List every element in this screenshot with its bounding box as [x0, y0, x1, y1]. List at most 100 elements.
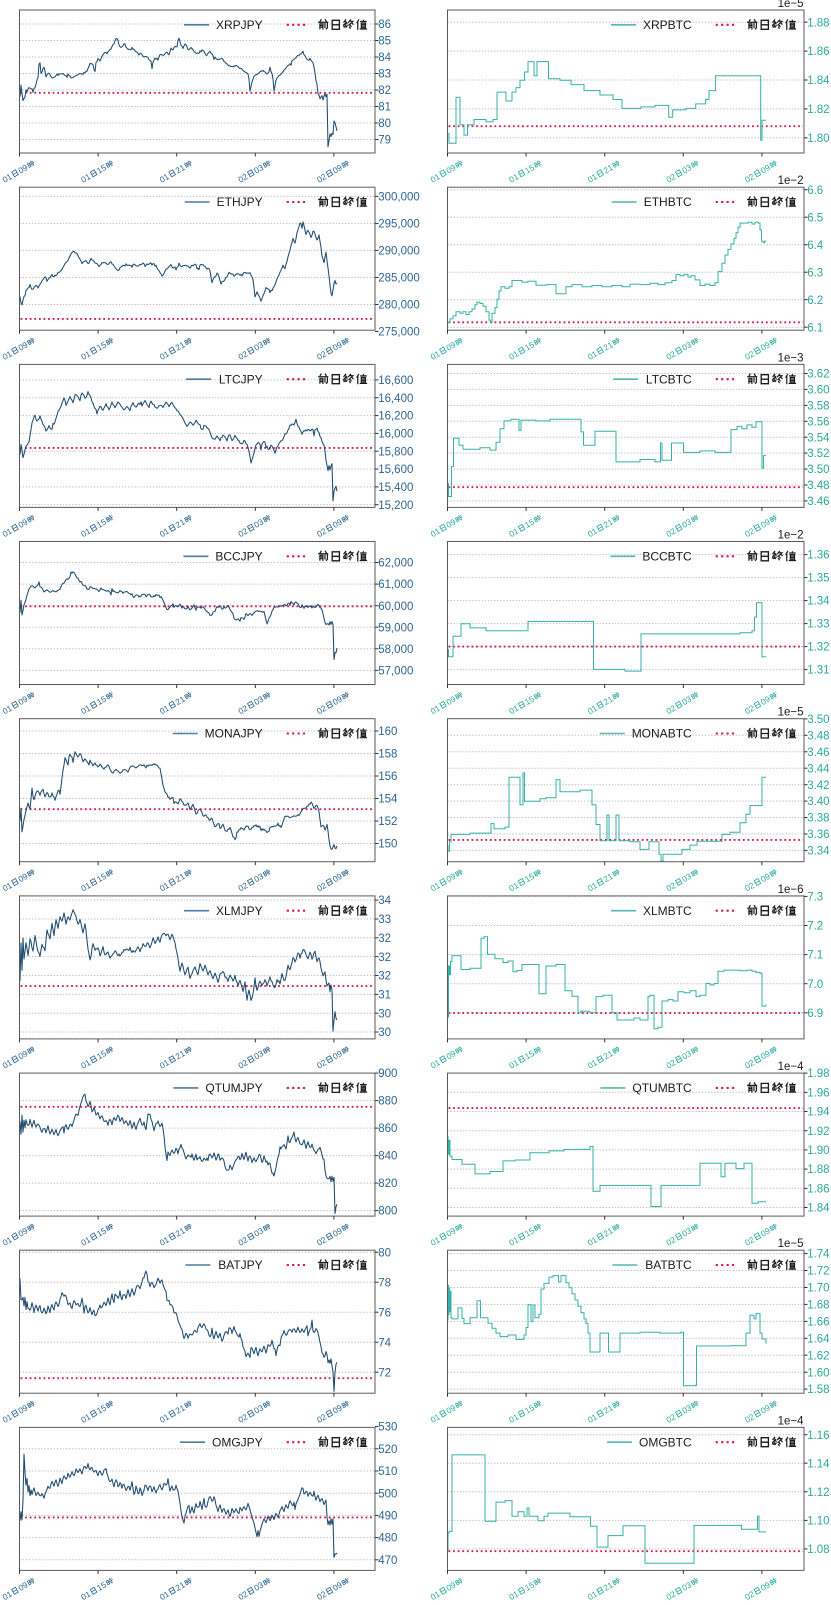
svg-text:30: 30: [378, 1008, 391, 1020]
svg-text:1.74: 1.74: [807, 1249, 830, 1261]
svg-text:30: 30: [378, 1027, 391, 1039]
svg-text:1.88: 1.88: [807, 17, 829, 29]
svg-text:7.3: 7.3: [807, 892, 823, 904]
svg-text:3.58: 3.58: [807, 401, 829, 413]
svg-text:15,800: 15,800: [378, 446, 413, 458]
svg-text:3.50: 3.50: [807, 714, 829, 726]
svg-text:3.48: 3.48: [807, 480, 829, 492]
svg-text:1.88: 1.88: [807, 1164, 829, 1176]
svg-text:520: 520: [378, 1444, 397, 1456]
svg-text:83: 83: [378, 69, 391, 81]
svg-text:6.2: 6.2: [807, 295, 823, 307]
svg-text:1e−5: 1e−5: [778, 707, 804, 719]
svg-text:1.86: 1.86: [807, 1183, 829, 1195]
svg-text:34: 34: [378, 895, 391, 907]
svg-text:3.48: 3.48: [807, 730, 829, 742]
svg-text:XLMJPY: XLMJPY: [216, 904, 263, 918]
svg-text:840: 840: [378, 1151, 397, 1163]
svg-text:280,000: 280,000: [378, 300, 420, 312]
svg-text:86: 86: [378, 19, 391, 31]
svg-text:1.36: 1.36: [807, 550, 829, 562]
svg-text:BATJPY: BATJPY: [218, 1258, 262, 1272]
svg-text:1e−5: 1e−5: [778, 1238, 804, 1250]
svg-text:78: 78: [378, 1277, 391, 1289]
svg-text:32: 32: [378, 952, 391, 964]
svg-text:900: 900: [378, 1068, 397, 1080]
svg-text:3.46: 3.46: [807, 747, 829, 759]
svg-text:1.86: 1.86: [807, 46, 829, 58]
svg-text:15,400: 15,400: [378, 482, 413, 494]
svg-text:16,000: 16,000: [378, 429, 413, 441]
svg-text:3.54: 3.54: [807, 432, 830, 444]
svg-text:3.50: 3.50: [807, 464, 829, 476]
svg-text:3.60: 3.60: [807, 385, 829, 397]
svg-text:160: 160: [378, 726, 397, 738]
svg-text:1.92: 1.92: [807, 1126, 829, 1138]
svg-text:58,000: 58,000: [378, 644, 413, 656]
svg-text:1.62: 1.62: [807, 1350, 829, 1362]
svg-text:82: 82: [378, 85, 391, 97]
svg-text:59,000: 59,000: [378, 622, 413, 634]
svg-text:76: 76: [378, 1307, 391, 1319]
svg-text:3.52: 3.52: [807, 448, 829, 460]
svg-text:7.0: 7.0: [807, 979, 823, 991]
svg-text:MONAJPY: MONAJPY: [205, 727, 263, 741]
svg-text:500: 500: [378, 1488, 397, 1500]
svg-text:1.68: 1.68: [807, 1300, 829, 1312]
svg-text:1.31: 1.31: [807, 665, 829, 677]
svg-text:1.14: 1.14: [807, 1458, 830, 1470]
svg-text:84: 84: [378, 52, 391, 64]
svg-text:LTCBTC: LTCBTC: [646, 372, 692, 386]
svg-text:490: 490: [378, 1511, 397, 1523]
svg-text:16,400: 16,400: [378, 393, 413, 405]
svg-text:6.5: 6.5: [807, 212, 823, 224]
svg-text:XRPBTC: XRPBTC: [643, 18, 692, 32]
svg-text:1e−5: 1e−5: [778, 0, 804, 10]
svg-text:60,000: 60,000: [378, 601, 413, 613]
svg-text:860: 860: [378, 1123, 397, 1135]
svg-text:BCCJPY: BCCJPY: [215, 550, 262, 564]
svg-text:1.80: 1.80: [807, 133, 829, 145]
svg-text:1.94: 1.94: [807, 1107, 830, 1119]
svg-text:1.82: 1.82: [807, 104, 829, 116]
svg-text:6.4: 6.4: [807, 240, 824, 252]
svg-text:MONABTC: MONABTC: [632, 727, 692, 741]
svg-text:LTCJPY: LTCJPY: [219, 372, 263, 386]
svg-text:61,000: 61,000: [378, 579, 413, 591]
svg-text:152: 152: [378, 816, 397, 828]
svg-text:32: 32: [378, 971, 391, 983]
svg-text:7.2: 7.2: [807, 921, 823, 933]
svg-text:150: 150: [378, 839, 397, 851]
svg-text:1.33: 1.33: [807, 619, 829, 631]
svg-text:XRPJPY: XRPJPY: [216, 18, 263, 32]
svg-text:154: 154: [378, 794, 398, 806]
svg-text:1.58: 1.58: [807, 1384, 829, 1396]
svg-text:15,200: 15,200: [378, 500, 413, 512]
svg-text:1.96: 1.96: [807, 1087, 829, 1099]
svg-text:80: 80: [378, 118, 391, 130]
svg-text:3.46: 3.46: [807, 496, 829, 508]
svg-text:1.98: 1.98: [807, 1068, 829, 1080]
svg-text:16,200: 16,200: [378, 411, 413, 423]
svg-text:3.36: 3.36: [807, 829, 829, 841]
svg-text:32: 32: [378, 933, 391, 945]
svg-text:1.70: 1.70: [807, 1283, 829, 1295]
svg-text:530: 530: [378, 1422, 397, 1434]
svg-text:1e−3: 1e−3: [778, 352, 804, 364]
svg-text:33: 33: [378, 914, 391, 926]
svg-text:31: 31: [378, 990, 391, 1002]
svg-text:6.9: 6.9: [807, 1008, 823, 1020]
svg-text:156: 156: [378, 771, 397, 783]
svg-text:1.84: 1.84: [807, 1203, 830, 1215]
svg-text:1.60: 1.60: [807, 1367, 829, 1379]
svg-text:158: 158: [378, 749, 397, 761]
svg-text:3.38: 3.38: [807, 813, 829, 825]
svg-text:480: 480: [378, 1533, 397, 1545]
svg-text:72: 72: [378, 1367, 391, 1379]
svg-text:85: 85: [378, 36, 391, 48]
svg-text:3.34: 3.34: [807, 846, 830, 858]
svg-text:ETHJPY: ETHJPY: [217, 195, 263, 209]
svg-text:ETHBTC: ETHBTC: [644, 195, 692, 209]
svg-text:80: 80: [378, 1247, 391, 1259]
svg-text:295,000: 295,000: [378, 219, 420, 231]
